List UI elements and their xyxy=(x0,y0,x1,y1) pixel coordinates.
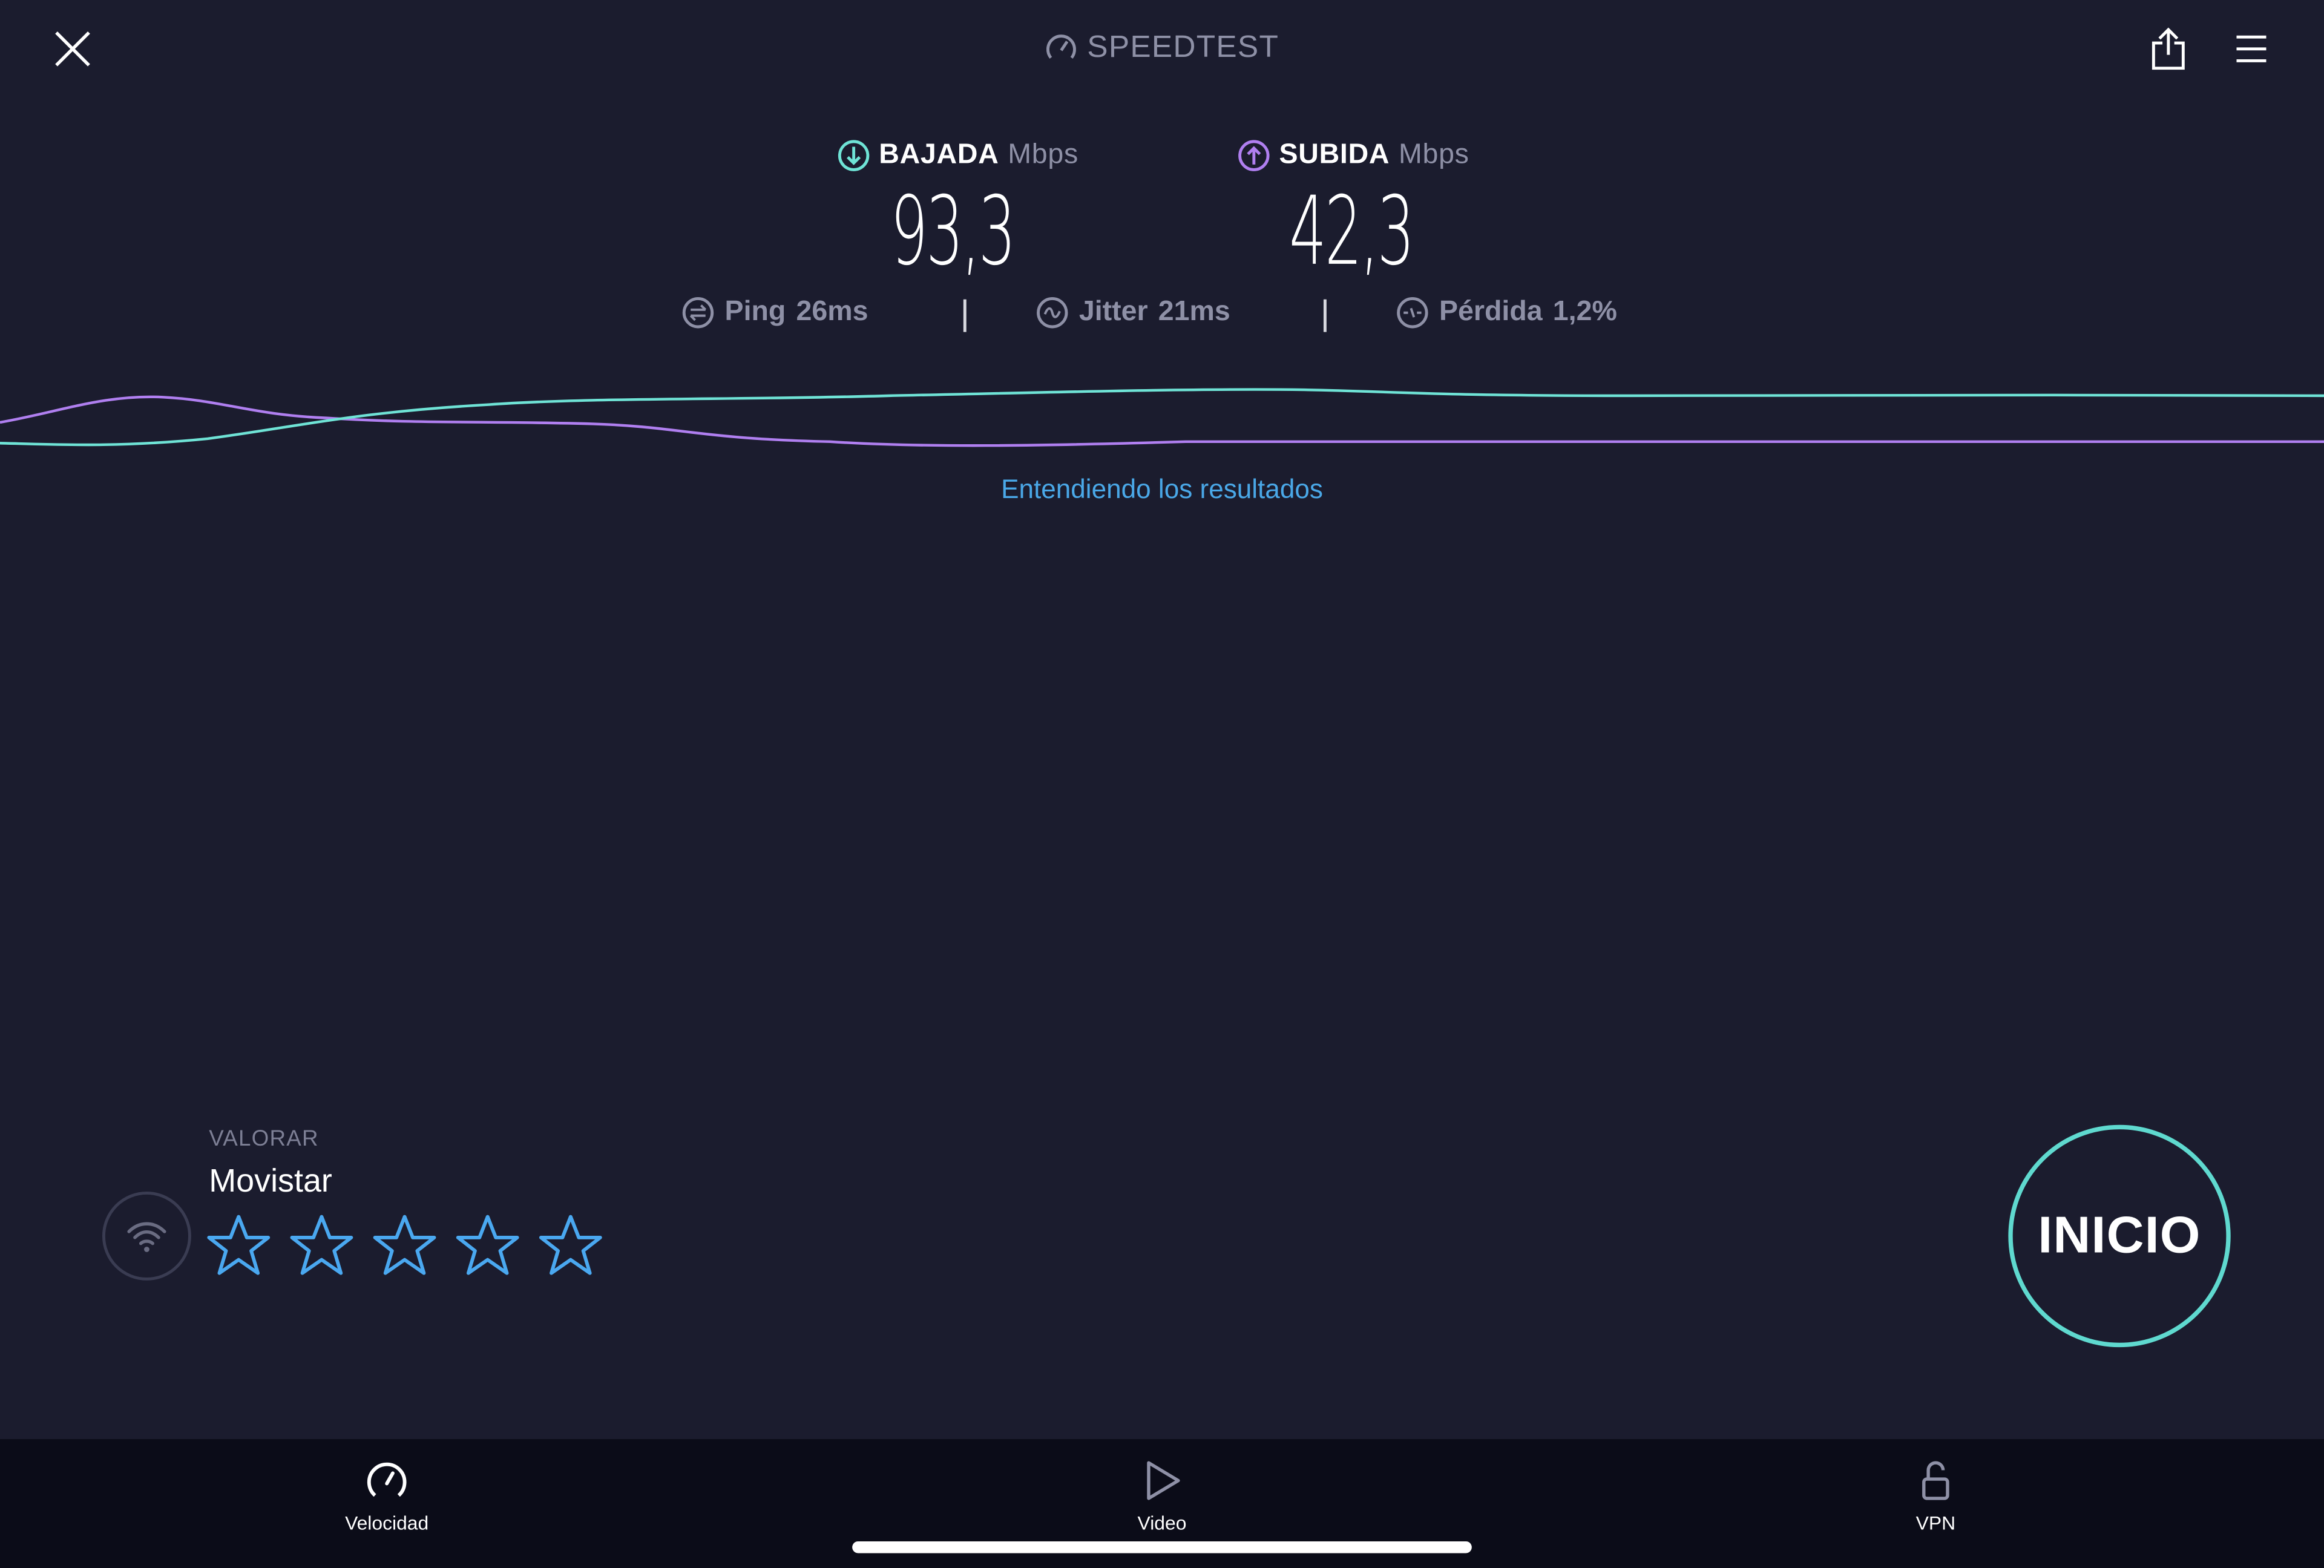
tab-label: Video xyxy=(1137,1511,1187,1534)
tab-velocidad[interactable]: Velocidad xyxy=(283,1458,491,1534)
speed-graph xyxy=(0,388,2324,447)
upload-header: SUBIDA Mbps xyxy=(1238,139,1469,172)
loss-stat: Pérdida 1,2% xyxy=(1396,297,1617,329)
hamburger-menu-icon[interactable] xyxy=(2235,34,2268,64)
star-rating[interactable] xyxy=(205,1212,605,1281)
logo-text: SPEEDTEST xyxy=(1087,30,1279,65)
rate-label: VALORAR xyxy=(209,1126,319,1152)
upload-label: SUBIDA xyxy=(1279,139,1390,171)
download-value: 93,3 xyxy=(890,177,1016,288)
speedometer-icon xyxy=(364,1458,409,1503)
packet-loss-icon xyxy=(1396,297,1429,329)
star-icon[interactable] xyxy=(537,1212,605,1281)
star-icon[interactable] xyxy=(287,1212,356,1281)
upload-speed-line xyxy=(0,395,2324,447)
ping-icon xyxy=(682,297,715,329)
star-icon[interactable] xyxy=(370,1212,439,1281)
download-arrow-icon xyxy=(838,139,870,172)
jitter-value: 21ms xyxy=(1158,296,1230,328)
gauge-icon xyxy=(1045,32,1078,65)
speedtest-logo: SPEEDTEST xyxy=(0,30,2324,66)
tab-label: Velocidad xyxy=(345,1511,429,1534)
play-icon xyxy=(1140,1458,1184,1503)
home-indicator[interactable] xyxy=(852,1541,1472,1553)
ping-stat: Ping 26ms xyxy=(682,297,868,329)
loss-value: 1,2% xyxy=(1552,296,1617,328)
ping-label: Ping xyxy=(724,296,786,328)
ping-value: 26ms xyxy=(796,296,868,328)
loss-label: Pérdida xyxy=(1439,296,1543,328)
stat-divider xyxy=(963,299,967,332)
unlock-icon xyxy=(1914,1458,1958,1503)
jitter-icon xyxy=(1036,297,1069,329)
tab-video[interactable]: Video xyxy=(1059,1458,1266,1534)
tab-label: VPN xyxy=(1915,1511,1956,1534)
upload-value: 42,3 xyxy=(1289,177,1414,288)
wifi-icon xyxy=(102,1191,191,1281)
download-header: BAJADA Mbps xyxy=(838,139,1078,172)
share-icon[interactable] xyxy=(2150,27,2186,71)
provider-name: Movistar xyxy=(209,1162,332,1199)
download-label: BAJADA xyxy=(879,139,999,171)
upload-arrow-icon xyxy=(1238,139,1270,172)
star-icon[interactable] xyxy=(205,1212,273,1281)
jitter-label: Jitter xyxy=(1078,296,1148,328)
start-button[interactable]: INICIO xyxy=(2008,1124,2231,1348)
star-icon[interactable] xyxy=(453,1212,522,1281)
stat-divider xyxy=(1323,299,1327,332)
download-speed-line xyxy=(0,388,2324,447)
close-icon[interactable] xyxy=(53,30,92,68)
jitter-stat: Jitter 21ms xyxy=(1036,297,1230,329)
upload-unit: Mbps xyxy=(1398,139,1469,171)
understanding-results-link[interactable]: Entendiendo los resultados xyxy=(1001,474,1323,504)
tab-vpn[interactable]: VPN xyxy=(1832,1458,2040,1534)
download-unit: Mbps xyxy=(1008,139,1079,171)
